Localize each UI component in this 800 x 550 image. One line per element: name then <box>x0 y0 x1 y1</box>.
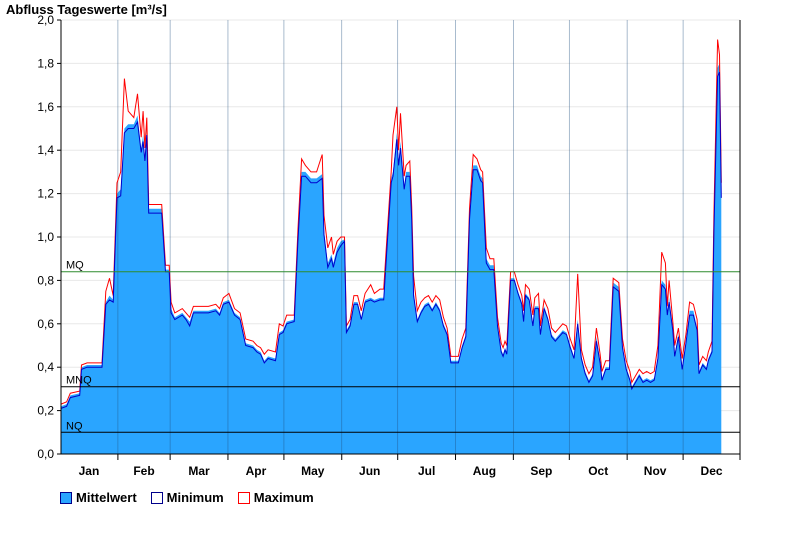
y-tick-label: 1,4 <box>37 143 54 157</box>
reference-label-mnq: MNQ <box>66 375 92 387</box>
axes <box>57 19 741 460</box>
mittelwert-area <box>61 63 722 455</box>
month-label-jun: Jun <box>359 464 380 478</box>
y-tick-label: 1,0 <box>37 230 54 244</box>
month-label-mar: Mar <box>188 464 210 478</box>
legend: Mittelwert Minimum Maximum <box>60 490 314 505</box>
month-separators <box>117 20 684 454</box>
month-label-oct: Oct <box>588 464 608 478</box>
series-lines <box>60 39 722 409</box>
y-tick-label: 1,8 <box>37 56 54 70</box>
reference-lines: MQ MNQ NQ <box>61 260 740 433</box>
maximum-line <box>60 39 722 405</box>
month-labels: Jan Feb Mar Apr May Jun Jul Aug Sep Oct Nov Dec <box>79 464 723 478</box>
y-tick-label: 0,2 <box>37 404 54 418</box>
legend-swatch <box>237 491 250 504</box>
legend-label: Mittelwert <box>76 490 137 505</box>
legend-label: Maximum <box>253 490 314 505</box>
legend-item-minimum: Minimum <box>150 490 224 505</box>
minimum-line <box>60 71 722 409</box>
legend-item-maximum: Maximum <box>237 490 314 505</box>
month-label-jan: Jan <box>79 464 100 478</box>
y-tick-label: 0,8 <box>37 273 54 287</box>
legend-label: Minimum <box>166 490 224 505</box>
y-tick-labels: 0,0 0,2 0,4 0,6 0,8 1,0 1,2 1,4 1,6 1,8 2,0 <box>37 13 54 461</box>
legend-swatch <box>150 491 163 504</box>
month-label-nov: Nov <box>644 464 667 478</box>
y-tick-label: 0,6 <box>37 317 54 331</box>
month-label-jul: Jul <box>418 464 435 478</box>
month-label-may: May <box>301 464 325 478</box>
y-tick-label: 1,6 <box>37 100 54 114</box>
month-label-dec: Dec <box>701 464 723 478</box>
legend-swatch <box>60 491 72 504</box>
mittelwert-area-group <box>61 63 722 455</box>
reference-label-nq: NQ <box>66 420 83 432</box>
chart-title: Abfluss Tageswerte [m³/s] <box>6 2 167 17</box>
y-tick-label: 1,2 <box>37 187 54 201</box>
reference-label-mq: MQ <box>66 260 84 272</box>
y-tick-label: 0,0 <box>37 447 54 461</box>
month-label-sep: Sep <box>530 464 552 478</box>
legend-item-mittelwert: Mittelwert <box>60 490 137 505</box>
month-label-aug: Aug <box>473 464 496 478</box>
y-tick-label: 0,4 <box>37 360 54 374</box>
month-label-apr: Apr <box>246 464 267 478</box>
month-label-feb: Feb <box>133 464 154 478</box>
y-tick-label: 2,0 <box>37 13 54 27</box>
